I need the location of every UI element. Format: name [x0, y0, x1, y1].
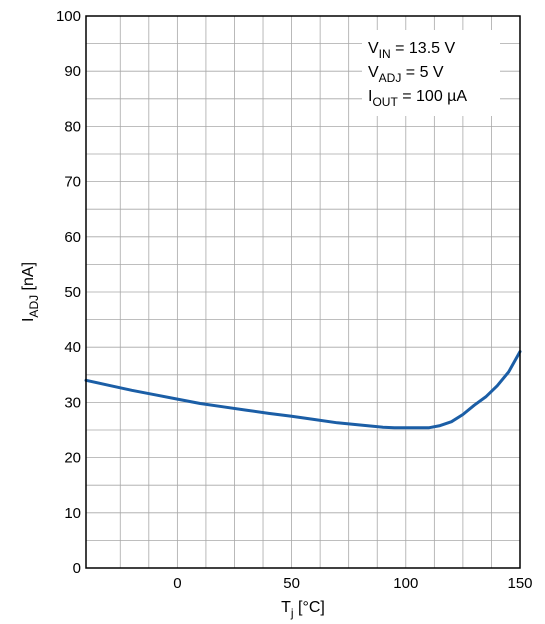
plot-frame [85, 15, 521, 569]
x-tick-label: 150 [507, 575, 532, 592]
y-tick-label: 30 [64, 394, 81, 411]
annotation-vadj: VADJ = 5 V [368, 64, 444, 85]
y-tick-label: 20 [64, 450, 81, 467]
annotation-vin: VIN = 13.5 V [368, 40, 455, 61]
y-tick-label: 50 [64, 284, 81, 301]
y-tick-label: 60 [64, 229, 81, 246]
y-tick-label: 40 [64, 339, 81, 356]
y-axis-label: IADJ [nA] [20, 262, 41, 322]
y-tick-label: 70 [64, 174, 81, 191]
series-lines [84, 350, 522, 430]
annotation-iout: IOUT = 100 µA [368, 88, 467, 109]
iadj-series-line [84, 350, 522, 430]
x-tick-label: 100 [393, 575, 418, 592]
y-tick-label: 0 [73, 560, 81, 577]
y-tick-label: 10 [64, 505, 81, 522]
y-tick-label: 100 [56, 8, 81, 25]
y-tick-label: 90 [64, 63, 81, 80]
x-tick-label: 50 [283, 575, 300, 592]
annotation-box [362, 30, 500, 116]
x-tick-labels: 0 50 100 150 [173, 575, 532, 592]
x-tick-label: 0 [173, 575, 181, 592]
y-tick-label: 80 [64, 118, 81, 135]
x-axis-label: Tj [°C] [281, 599, 325, 620]
y-tick-labels: 0 10 20 30 40 50 60 70 80 90 100 [56, 8, 81, 577]
